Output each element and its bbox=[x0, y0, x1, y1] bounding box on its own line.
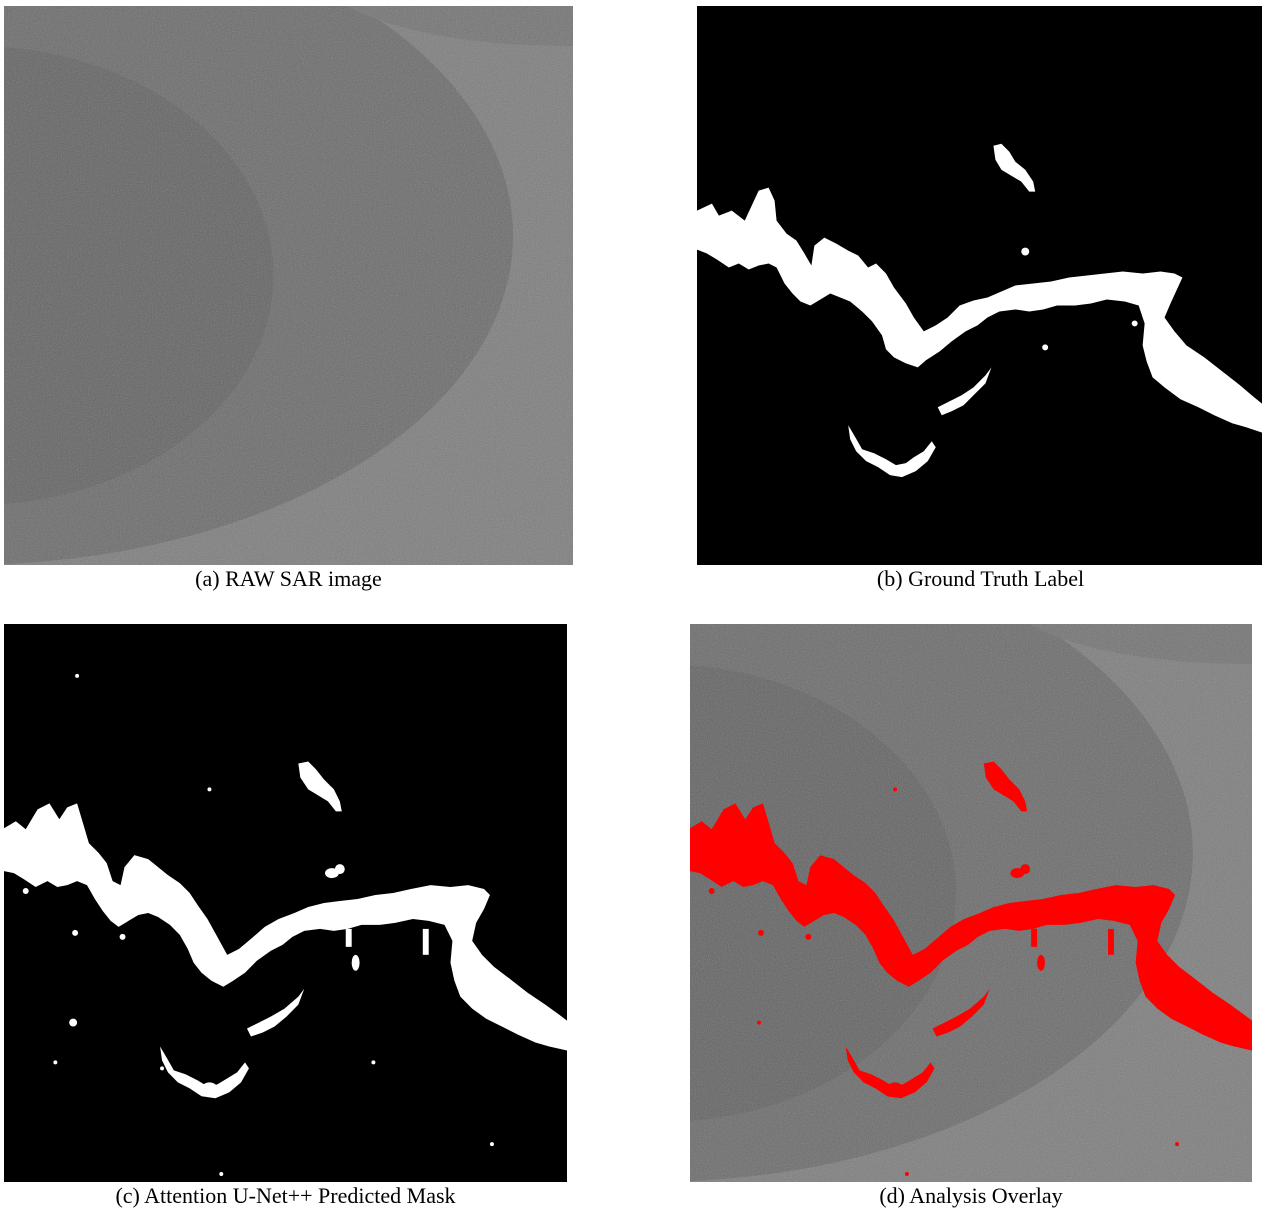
caption-ground-truth-mask: (b) Ground Truth Label bbox=[876, 566, 1085, 591]
ground-truth-mask bbox=[697, 6, 1262, 565]
caption-analysis-overlay: (d) Analysis Overlay bbox=[879, 1183, 1063, 1208]
predicted-mask bbox=[4, 624, 567, 1182]
analysis-overlay bbox=[690, 624, 1252, 1182]
raw-sar-image bbox=[4, 6, 573, 565]
caption-raw-sar-image: (a) RAW SAR image bbox=[195, 566, 382, 591]
caption-predicted-mask: (c) Attention U-Net++ Predicted Mask bbox=[115, 1183, 456, 1208]
